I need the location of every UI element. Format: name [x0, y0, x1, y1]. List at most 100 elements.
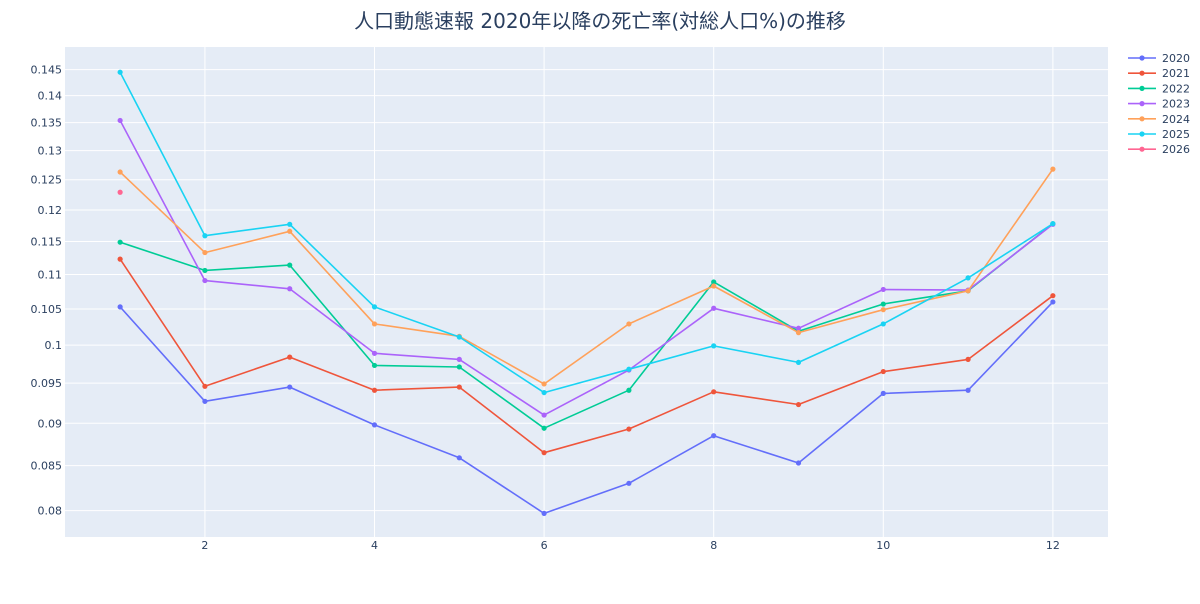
legend-marker [1139, 146, 1145, 152]
data-point[interactable] [202, 233, 208, 239]
data-point[interactable] [1050, 293, 1056, 299]
data-point[interactable] [1050, 221, 1056, 227]
data-point[interactable] [371, 387, 378, 393]
data-point[interactable] [371, 362, 378, 369]
data-point[interactable] [711, 433, 717, 439]
data-point[interactable] [287, 221, 293, 227]
data-point[interactable] [117, 304, 123, 310]
data-point[interactable] [287, 228, 293, 234]
legend-item-2024[interactable]: 2024 [1128, 113, 1190, 126]
legend-marker [1139, 131, 1145, 137]
y-tick-label: 0.105 [31, 303, 63, 316]
data-point[interactable] [456, 334, 462, 340]
data-point[interactable] [371, 422, 378, 428]
data-point[interactable] [202, 383, 208, 389]
data-point[interactable] [117, 69, 123, 75]
y-tick-label: 0.115 [31, 236, 63, 249]
data-point[interactable] [371, 321, 378, 327]
data-point[interactable] [541, 510, 547, 516]
data-point[interactable] [711, 343, 717, 349]
data-point[interactable] [287, 262, 293, 268]
data-point[interactable] [541, 412, 547, 418]
data-point[interactable] [795, 460, 802, 466]
data-point[interactable] [202, 267, 208, 274]
data-point[interactable] [287, 384, 293, 390]
series-line-2022 [119, 223, 1054, 430]
legend-label: 2025 [1162, 128, 1190, 141]
data-point[interactable] [371, 350, 378, 356]
data-point[interactable] [541, 381, 547, 387]
data-point[interactable] [202, 398, 208, 404]
data-point[interactable] [541, 450, 547, 456]
legend-item-2025[interactable]: 2025 [1128, 128, 1190, 141]
data-point[interactable] [965, 288, 971, 294]
legend-label: 2021 [1162, 67, 1190, 80]
data-point[interactable] [711, 279, 717, 285]
data-point[interactable] [626, 366, 632, 372]
data-point[interactable] [795, 325, 802, 331]
data-point[interactable] [711, 283, 717, 289]
data-point[interactable] [117, 117, 123, 124]
legend-item-2022[interactable]: 2022 [1128, 82, 1190, 95]
series-line-2020 [119, 301, 1054, 515]
y-tick-label: 0.135 [31, 117, 63, 130]
legend-label: 2026 [1162, 143, 1190, 156]
data-point[interactable] [626, 387, 632, 393]
y-tick-label: 0.1 [45, 339, 63, 352]
data-point[interactable] [880, 301, 886, 307]
legend-label: 2020 [1162, 52, 1190, 65]
legend-item-2023[interactable]: 2023 [1128, 98, 1190, 111]
data-point[interactable] [626, 426, 632, 432]
data-point[interactable] [541, 425, 547, 431]
series-2026 [117, 189, 123, 195]
data-point[interactable] [711, 305, 717, 311]
data-point[interactable] [795, 401, 802, 408]
legend-label: 2023 [1162, 98, 1190, 111]
series-2021 [117, 256, 1056, 456]
data-point[interactable] [880, 368, 886, 375]
data-point[interactable] [117, 169, 123, 175]
data-point[interactable] [965, 356, 971, 362]
data-point[interactable] [1050, 299, 1056, 305]
data-point[interactable] [541, 389, 547, 396]
data-point[interactable] [965, 275, 971, 281]
legend-item-2026[interactable]: 2026 [1128, 143, 1190, 156]
data-point[interactable] [880, 307, 886, 313]
data-point[interactable] [880, 321, 886, 327]
data-point[interactable] [371, 304, 378, 310]
data-point[interactable] [117, 256, 123, 262]
data-point[interactable] [880, 390, 886, 396]
legend-marker [1139, 101, 1145, 107]
data-point[interactable] [795, 330, 802, 336]
data-point[interactable] [117, 189, 123, 195]
legend-marker [1139, 70, 1145, 76]
series-line-2021 [119, 258, 1054, 454]
data-point[interactable] [626, 480, 632, 486]
y-tick-label: 0.13 [38, 145, 63, 158]
legend-item-2021[interactable]: 2021 [1128, 67, 1190, 80]
data-point[interactable] [626, 321, 632, 327]
legend-item-2020[interactable]: 2020 [1128, 52, 1190, 65]
data-point[interactable] [202, 277, 208, 284]
data-point[interactable] [456, 364, 462, 370]
data-point[interactable] [456, 356, 462, 362]
data-point[interactable] [965, 387, 971, 393]
data-point[interactable] [711, 389, 717, 395]
data-point[interactable] [117, 239, 123, 245]
data-point[interactable] [456, 455, 462, 461]
y-tick-label: 0.11 [38, 268, 63, 281]
x-tick-label: 12 [1046, 539, 1060, 552]
y-tick-label: 0.125 [31, 174, 63, 187]
data-point[interactable] [287, 286, 293, 292]
data-point[interactable] [1050, 166, 1056, 172]
legend-label: 2024 [1162, 113, 1190, 126]
data-point[interactable] [880, 286, 886, 293]
data-point[interactable] [287, 354, 293, 360]
y-tick-label: 0.145 [31, 64, 63, 77]
x-tick-label: 2 [201, 539, 208, 552]
data-point[interactable] [795, 359, 802, 365]
data-point[interactable] [456, 384, 462, 390]
data-point[interactable] [202, 249, 208, 256]
series-line-2023 [119, 120, 1054, 416]
